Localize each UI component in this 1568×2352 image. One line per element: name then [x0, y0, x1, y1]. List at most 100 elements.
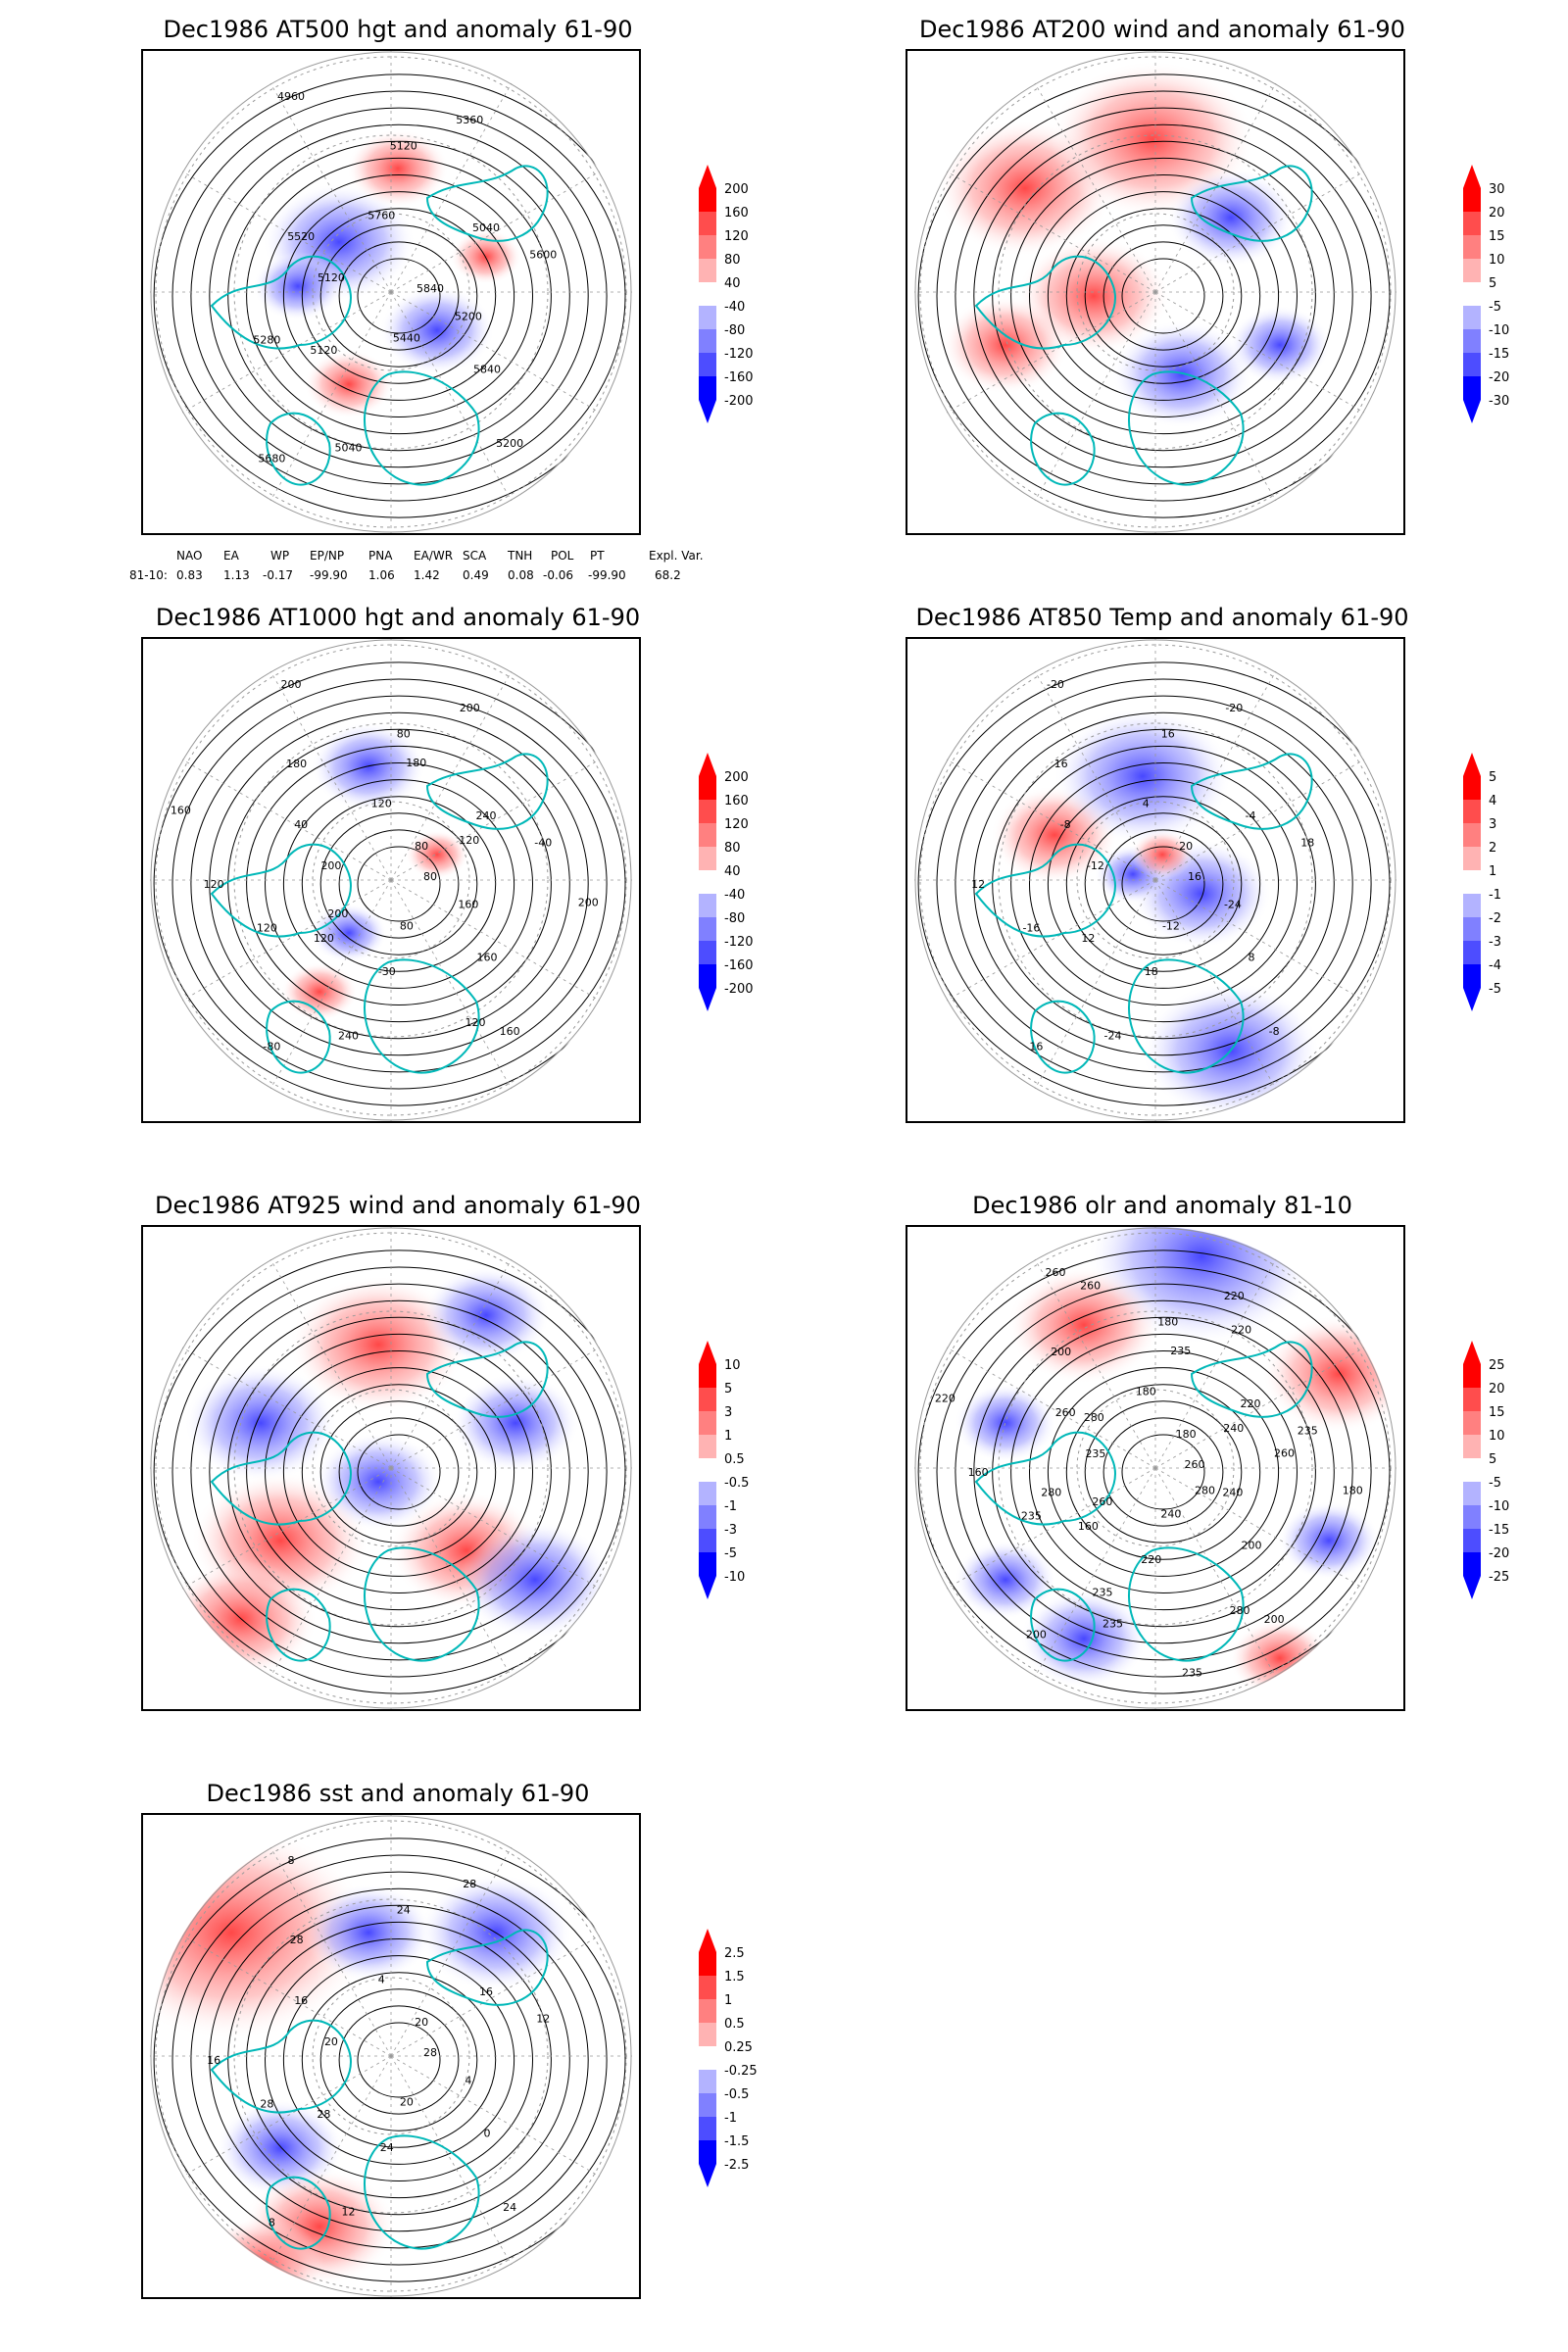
contour-label: 5840 — [416, 282, 444, 295]
positive-anomaly-shading — [347, 129, 449, 208]
contour-line — [955, 695, 1372, 1073]
contour-label: 180 — [1176, 1428, 1197, 1441]
contour-line — [246, 745, 552, 1023]
contour-label: 40 — [294, 818, 308, 831]
contour-line — [227, 1904, 570, 2216]
coastline — [1128, 370, 1245, 486]
contour-label: -80 — [263, 1041, 280, 1054]
index-value: 1.42 — [414, 568, 440, 582]
colorbar: 30 20 15 10 5 -5 -10 -15 -20 -30 — [1449, 155, 1567, 449]
meridian-line — [181, 1467, 392, 1590]
colorbar-arrow-bottom — [1463, 988, 1481, 1011]
colorbar-label: -120 — [724, 935, 754, 950]
colorbar-label: 160 — [724, 794, 749, 808]
contour-label: 5040 — [472, 221, 500, 234]
colorbar-segment — [699, 376, 716, 400]
negative-anomaly-shading — [452, 1374, 579, 1472]
panel-title: Dec1986 AT925 wind and anomaly 61-90 — [155, 1192, 641, 1219]
contour-label: 8 — [1249, 951, 1255, 963]
negative-anomaly-shading — [459, 1521, 612, 1639]
contour-line — [955, 107, 1372, 485]
contour-line — [301, 796, 497, 972]
teleconnection-header-row: NAO EA WP EP/NP PNA EA/WR SCA TNH POL PT… — [129, 549, 757, 568]
contour-label: 120 — [204, 878, 224, 891]
colorbar-label: 40 — [724, 864, 741, 879]
colorbar-label: 3 — [1489, 817, 1496, 832]
colorbar-label: -160 — [724, 370, 754, 385]
colorbar-segment — [699, 2023, 716, 2046]
colorbar-arrow-top — [1463, 753, 1481, 776]
colorbar: 25 20 15 10 5 -5 -10 -15 -20 -25 — [1449, 1331, 1567, 1625]
colorbar-label: 30 — [1489, 182, 1505, 197]
contour-label: 200 — [1264, 1613, 1285, 1626]
colorbar-label: -0.5 — [724, 1476, 749, 1491]
meridian-line — [946, 291, 1156, 414]
colorbar-label: -2.5 — [724, 2158, 749, 2173]
contour-line — [265, 174, 533, 417]
contour-line — [282, 1367, 515, 1577]
colorbar-label: 4 — [1489, 794, 1496, 808]
panel-title: Dec1986 AT200 wind and anomaly 61-90 — [919, 16, 1405, 43]
colorbar-label: 200 — [724, 182, 749, 197]
contour-line — [190, 1283, 608, 1661]
contour-label: 260 — [1092, 1495, 1112, 1508]
colorbar-segment — [699, 212, 716, 235]
contour-line — [227, 140, 570, 452]
colorbar-label: 2.5 — [724, 1946, 745, 1961]
colorbar-label: -30 — [1489, 394, 1509, 409]
contour-label: 8 — [269, 2217, 275, 2230]
colorbar-label: -1.5 — [724, 2134, 749, 2149]
contour-label: 5760 — [368, 210, 395, 222]
colorbar-segment — [1463, 1482, 1481, 1505]
index-value: 68.2 — [655, 568, 681, 582]
index-value: -99.90 — [588, 568, 626, 582]
colorbar-segment — [699, 1505, 716, 1529]
contour-line — [319, 812, 478, 956]
colorbar-label: 2 — [1489, 841, 1496, 856]
contour-line — [917, 74, 1396, 518]
meridian-line — [946, 1467, 1156, 1590]
contour-label: 235 — [1170, 1345, 1191, 1357]
contour-line — [1084, 1400, 1243, 1544]
colorbar-segment — [699, 2140, 716, 2164]
contour-line — [246, 157, 552, 435]
meridian-line — [181, 759, 392, 881]
colorbar: 200 160 120 80 40 -40 -80 -120 -160 -200 — [685, 743, 803, 1037]
map-frame: 16 12 16 -8 -12 -4 -24 -20 -24 -16 -20 -12 -8 18 16 4 8 1… — [906, 637, 1405, 1123]
coastline — [1030, 412, 1096, 486]
colorbar-label: 40 — [724, 276, 741, 291]
coastline — [1190, 1341, 1313, 1418]
polar-map: 80 120 80 160 200 240 240 200 160 120 200 80 40 -40 -8… — [150, 639, 632, 1121]
meridian-line — [270, 82, 392, 293]
colorbar-segment — [1463, 1388, 1481, 1411]
contour-label: 160 — [477, 951, 498, 963]
contour-line — [992, 140, 1335, 452]
meridian-line — [946, 1347, 1156, 1469]
colorbar-segment — [699, 353, 716, 376]
contour-line — [172, 678, 626, 1090]
colorbar-segment — [699, 2046, 716, 2070]
colorbar-segment — [699, 800, 716, 823]
colorbar-segment — [1463, 870, 1481, 894]
contour-label: 260 — [1045, 1266, 1065, 1279]
meridian-line — [390, 759, 601, 881]
colorbar-segment — [699, 1999, 716, 2023]
meridian-line — [1154, 171, 1365, 293]
contour-label: 5280 — [253, 333, 280, 346]
contour-label: 200 — [327, 907, 348, 920]
coastline — [1128, 958, 1245, 1074]
contour-label: 220 — [1224, 1290, 1245, 1302]
positive-anomaly-shading — [1229, 1619, 1331, 1697]
colorbar-label: -10 — [1489, 1499, 1509, 1514]
colorbar-label: 20 — [1489, 1382, 1505, 1396]
colorbar-label: -10 — [1489, 323, 1509, 338]
contour-label: 0 — [484, 2127, 491, 2139]
index-header: WP — [270, 549, 290, 563]
contour-line — [338, 1417, 460, 1527]
contour-line — [973, 123, 1353, 468]
meridian-line — [270, 670, 392, 881]
colorbar-label: 3 — [724, 1405, 732, 1420]
positive-anomaly-shading — [405, 830, 469, 879]
contour-label: 5840 — [473, 363, 501, 375]
contour-label: 220 — [1240, 1397, 1260, 1410]
